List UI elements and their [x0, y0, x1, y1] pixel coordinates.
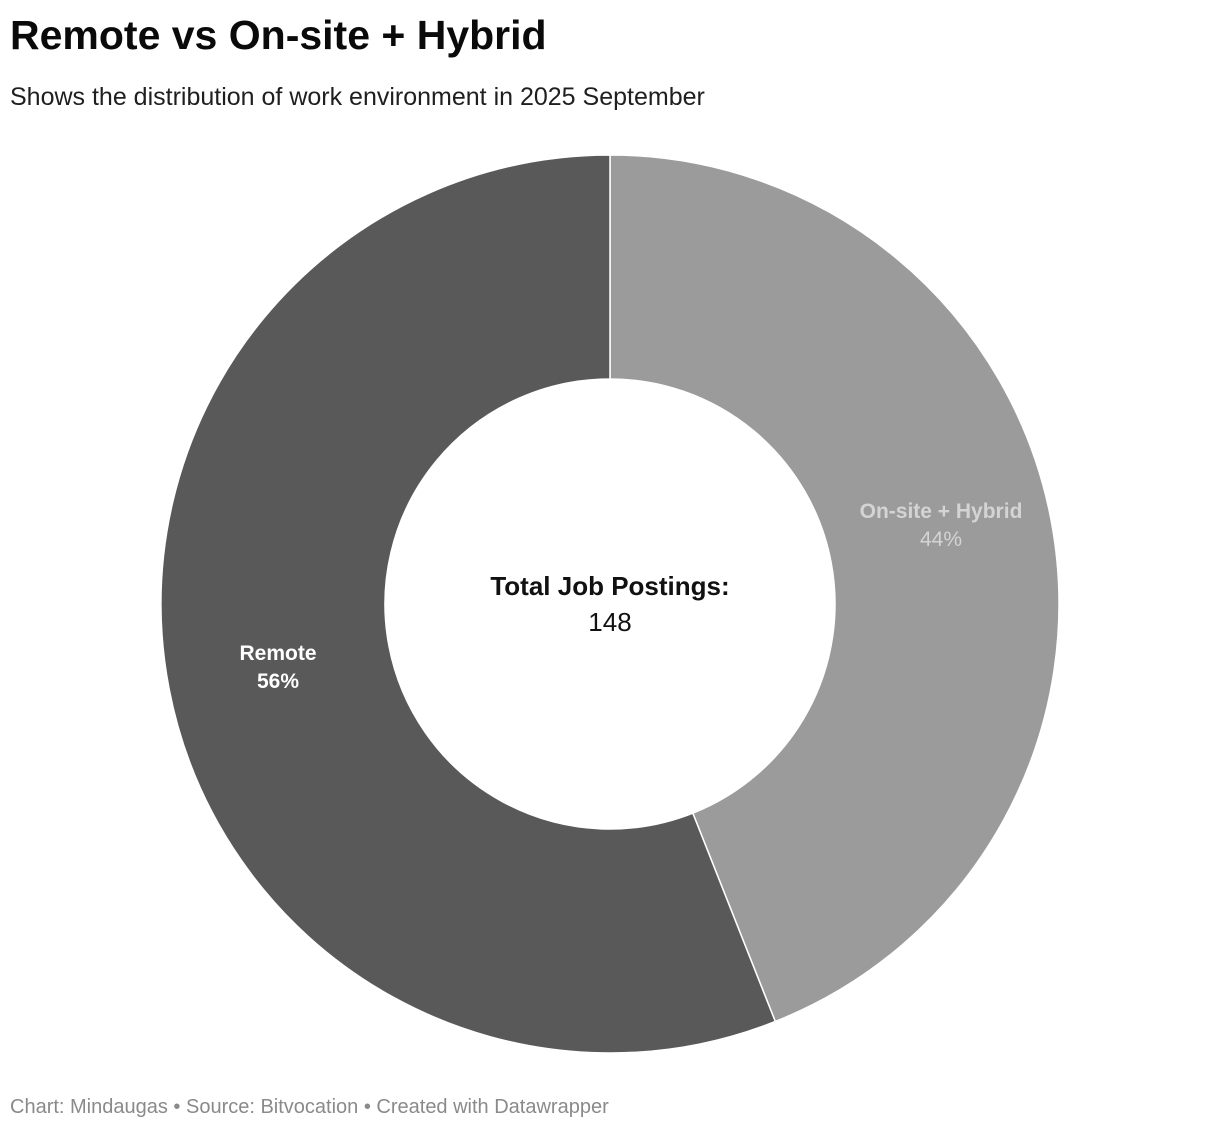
slice-label-name: Remote: [239, 642, 317, 665]
slice-label-onsite-hybrid: On-site + Hybrid 44%: [841, 498, 1041, 554]
chart-title: Remote vs On-site + Hybrid: [10, 12, 547, 58]
chart-subtitle: Shows the distribution of work environme…: [10, 83, 705, 111]
center-label: Total Job Postings: 148: [410, 568, 810, 640]
slice-label-name: On-site + Hybrid: [859, 500, 1023, 523]
slice-label-percent: 44%: [919, 528, 963, 551]
donut-slice-on-site-hybrid: [609, 154, 1060, 1023]
center-label-title: Total Job Postings:: [490, 571, 730, 601]
donut-slices: [160, 154, 1060, 1054]
center-label-value: 148: [588, 607, 632, 637]
chart-footer: Chart: Mindaugas • Source: Bitvocation •…: [10, 1096, 609, 1118]
slice-label-percent: 56%: [256, 670, 300, 693]
donut-slice-remote: [160, 154, 777, 1054]
slice-label-remote: Remote 56%: [178, 640, 378, 696]
